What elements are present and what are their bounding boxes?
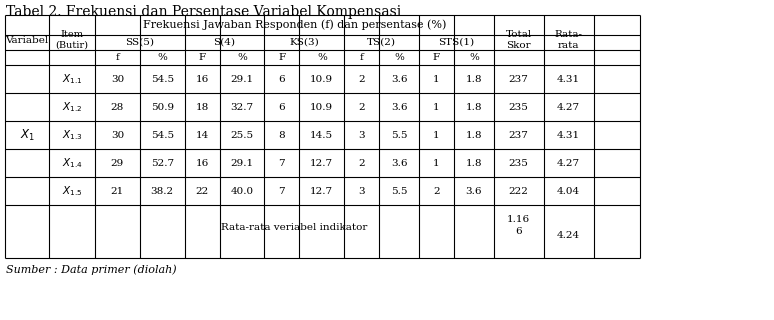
Text: 3.6: 3.6 (466, 187, 482, 196)
Text: 7: 7 (279, 158, 286, 167)
Text: $X_{1.4}$: $X_{1.4}$ (62, 156, 82, 170)
Text: 10.9: 10.9 (310, 75, 334, 84)
Text: 12.7: 12.7 (310, 158, 334, 167)
Text: 4.31: 4.31 (557, 131, 580, 140)
Text: 1.16
6: 1.16 6 (507, 215, 530, 236)
Text: 40.0: 40.0 (231, 187, 254, 196)
Text: 28: 28 (111, 102, 124, 111)
Text: 237: 237 (509, 75, 529, 84)
Text: 7: 7 (279, 187, 286, 196)
Text: STS(1): STS(1) (438, 38, 474, 47)
Text: 29.1: 29.1 (231, 75, 254, 84)
Text: F: F (433, 53, 440, 62)
Text: 4.27: 4.27 (557, 158, 580, 167)
Text: TS(2): TS(2) (367, 38, 396, 47)
Text: $X_{1.1}$: $X_{1.1}$ (62, 72, 82, 86)
Text: 2: 2 (433, 187, 440, 196)
Text: SS(5): SS(5) (125, 38, 154, 47)
Text: Rata-
rata: Rata- rata (555, 30, 583, 50)
Text: 30: 30 (111, 131, 124, 140)
Text: 6: 6 (279, 102, 286, 111)
Text: Total
Skor: Total Skor (505, 30, 532, 50)
Text: 54.5: 54.5 (151, 131, 174, 140)
Text: 1.8: 1.8 (466, 75, 482, 84)
Text: 30: 30 (111, 75, 124, 84)
Text: 25.5: 25.5 (231, 131, 254, 140)
Text: 237: 237 (509, 131, 529, 140)
Text: 21: 21 (111, 187, 124, 196)
Text: %: % (157, 53, 167, 62)
Text: 14: 14 (196, 131, 209, 140)
Text: 32.7: 32.7 (231, 102, 254, 111)
Text: 2: 2 (358, 102, 365, 111)
Text: f: f (115, 53, 119, 62)
Text: 3: 3 (358, 131, 365, 140)
Text: 3.6: 3.6 (391, 102, 407, 111)
Text: 4.24: 4.24 (557, 231, 580, 240)
Text: Sumber : Data primer (diolah): Sumber : Data primer (diolah) (6, 264, 177, 275)
Text: F: F (279, 53, 286, 62)
Text: 6: 6 (279, 75, 286, 84)
Text: 1.8: 1.8 (466, 102, 482, 111)
Text: 50.9: 50.9 (151, 102, 174, 111)
Text: 52.7: 52.7 (151, 158, 174, 167)
Text: 54.5: 54.5 (151, 75, 174, 84)
Text: 38.2: 38.2 (151, 187, 174, 196)
Text: 8: 8 (279, 131, 286, 140)
Text: 1: 1 (433, 158, 440, 167)
Text: 1.8: 1.8 (466, 158, 482, 167)
Text: 235: 235 (509, 102, 529, 111)
Text: 16: 16 (196, 158, 209, 167)
Text: 22: 22 (196, 187, 209, 196)
Text: 12.7: 12.7 (310, 187, 334, 196)
Text: Item
(Butir): Item (Butir) (56, 30, 88, 50)
Text: 3.6: 3.6 (391, 158, 407, 167)
Text: 4.27: 4.27 (557, 102, 580, 111)
Text: F: F (199, 53, 206, 62)
Text: Tabel 2. Frekuensi dan Persentase Variabel Kompensasi: Tabel 2. Frekuensi dan Persentase Variab… (6, 5, 402, 19)
Text: $X_1$: $X_1$ (19, 127, 35, 142)
Text: Rata-rata veriabel indikator: Rata-rata veriabel indikator (221, 223, 368, 232)
Text: 2: 2 (358, 158, 365, 167)
Text: $X_{1.2}$: $X_{1.2}$ (62, 100, 82, 114)
Text: 235: 235 (509, 158, 529, 167)
Text: 4.04: 4.04 (557, 187, 580, 196)
Text: %: % (237, 53, 247, 62)
Text: 4.31: 4.31 (557, 75, 580, 84)
Text: Frekuensi Jawaban Responden (f) dan persentase (%): Frekuensi Jawaban Responden (f) dan pers… (142, 20, 446, 30)
Text: 29: 29 (111, 158, 124, 167)
Text: f: f (360, 53, 364, 62)
Text: S(4): S(4) (214, 38, 235, 47)
Text: Variabel: Variabel (5, 36, 49, 44)
Text: 2: 2 (358, 75, 365, 84)
Text: 222: 222 (509, 187, 529, 196)
Text: 29.1: 29.1 (231, 158, 254, 167)
Text: 1.8: 1.8 (466, 131, 482, 140)
Text: 18: 18 (196, 102, 209, 111)
Text: %: % (317, 53, 327, 62)
Text: 5.5: 5.5 (391, 187, 407, 196)
Text: 1: 1 (433, 131, 440, 140)
Text: 16: 16 (196, 75, 209, 84)
Text: 5.5: 5.5 (391, 131, 407, 140)
Text: %: % (469, 53, 479, 62)
Text: 1: 1 (433, 102, 440, 111)
Text: 3: 3 (358, 187, 365, 196)
Text: 1: 1 (433, 75, 440, 84)
Text: %: % (394, 53, 404, 62)
Text: $X_{1.3}$: $X_{1.3}$ (62, 128, 82, 142)
Text: 10.9: 10.9 (310, 102, 334, 111)
Text: $X_{1.5}$: $X_{1.5}$ (62, 184, 82, 198)
Text: 14.5: 14.5 (310, 131, 334, 140)
Text: KS(3): KS(3) (289, 38, 319, 47)
Text: 3.6: 3.6 (391, 75, 407, 84)
